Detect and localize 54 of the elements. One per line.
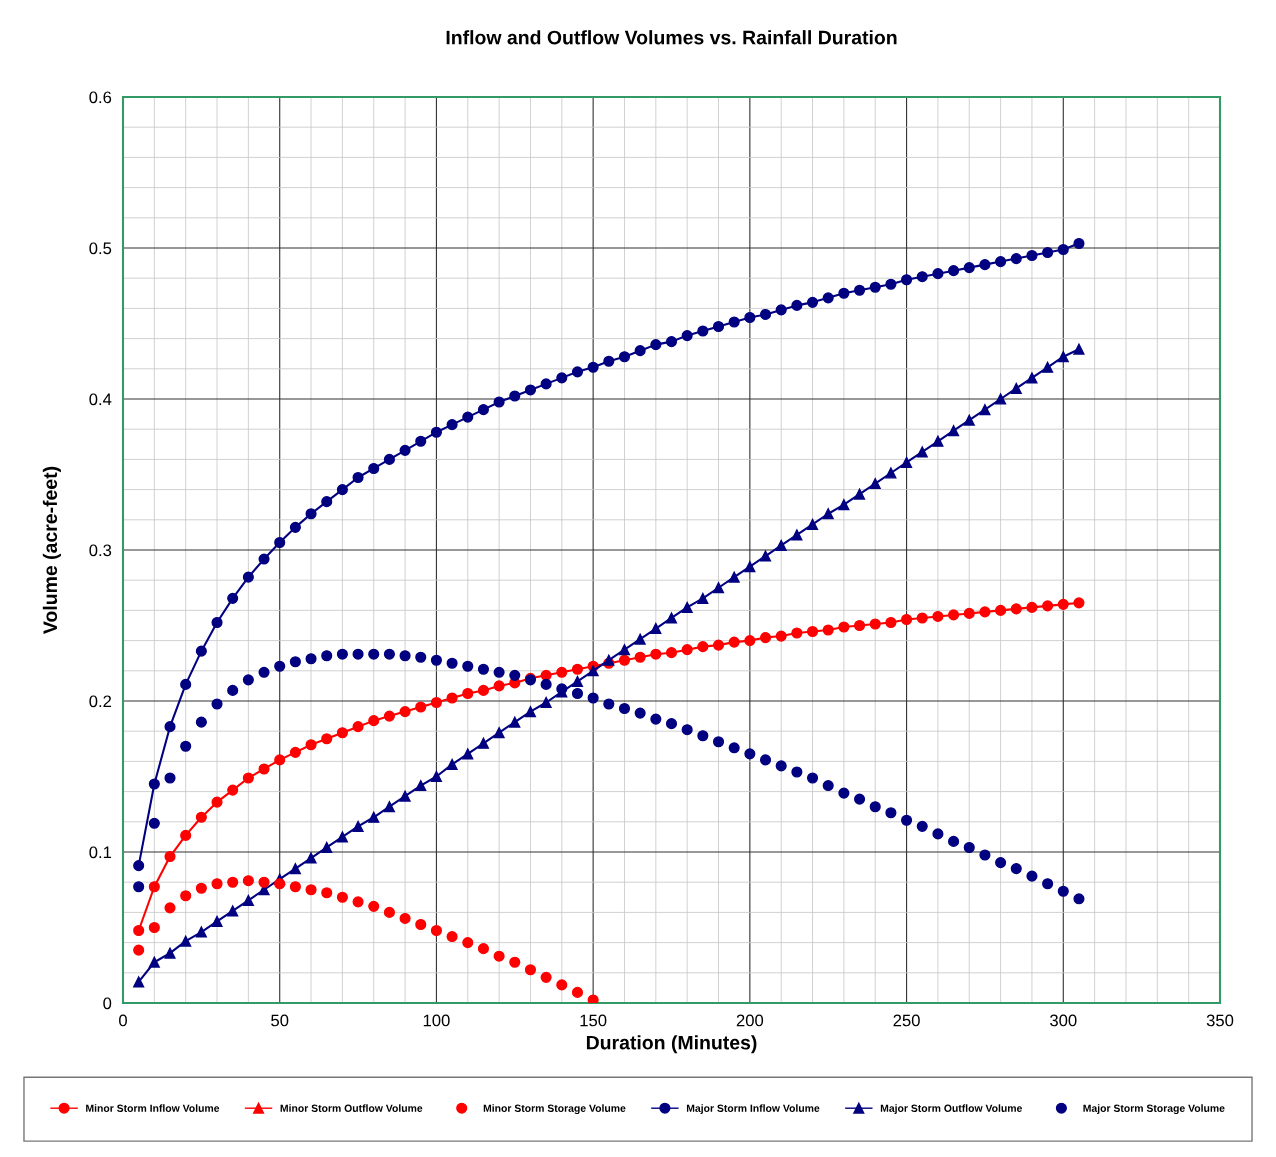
x-tick-label: 150 [580, 1014, 607, 1027]
point [321, 887, 333, 899]
point [446, 931, 458, 943]
x-tick-label: 0 [119, 1014, 127, 1027]
y-tick-label: 0.4 [89, 393, 112, 406]
legend-label: Minor Storm Outflow Volume [280, 1104, 423, 1112]
point [587, 994, 599, 1003]
point [242, 875, 254, 887]
point [305, 884, 317, 896]
y-tick-label: 0 [103, 997, 112, 1010]
y-axis-title: Volume (acre-feet) [42, 466, 61, 634]
x-tick-label: 100 [423, 1014, 450, 1027]
point [258, 876, 270, 888]
point [399, 912, 411, 924]
point [493, 950, 505, 962]
point [180, 890, 192, 902]
point [133, 944, 145, 956]
point [477, 943, 489, 955]
point [336, 891, 348, 903]
legend-label: Minor Storm Inflow Volume [86, 1104, 220, 1112]
legend-label: Minor Storm Storage Volume [483, 1104, 626, 1115]
point [556, 979, 568, 991]
point [195, 882, 207, 894]
x-tick-label: 250 [893, 1014, 920, 1027]
x-tick-label: 50 [271, 1014, 289, 1027]
point [164, 902, 176, 914]
point [430, 924, 442, 937]
point [289, 881, 301, 893]
point [274, 878, 286, 890]
x-axis-title: Duration (Minutes) [586, 1035, 757, 1054]
point [211, 878, 223, 890]
legend-label: Major Storm Outflow Volume [880, 1104, 1022, 1114]
legend-label: Major Storm Inflow Volume [686, 1104, 820, 1114]
y-tick-label: 0.2 [89, 695, 112, 708]
point [148, 921, 160, 934]
point [524, 964, 537, 976]
point [509, 956, 521, 968]
x-tick-label: 350 [1206, 1014, 1234, 1027]
legend-label: Major Storm Storage Volume [1083, 1104, 1225, 1115]
x-tick-label: 300 [1050, 1014, 1077, 1027]
point [415, 918, 427, 931]
y-tick-label: 0.6 [89, 91, 112, 104]
point [383, 906, 395, 918]
chart-title: Inflow and Outflow Volumes vs. Rainfall Duration [446, 30, 897, 45]
point [368, 900, 380, 912]
y-tick-label: 0.1 [89, 846, 112, 859]
point [540, 971, 552, 983]
point [462, 937, 474, 949]
x-tick-label: 200 [736, 1014, 764, 1027]
point [352, 896, 364, 908]
y-tick-label: 0.3 [89, 544, 112, 557]
y-tick-label: 0.5 [89, 242, 112, 255]
point [227, 876, 239, 888]
point [571, 986, 584, 998]
